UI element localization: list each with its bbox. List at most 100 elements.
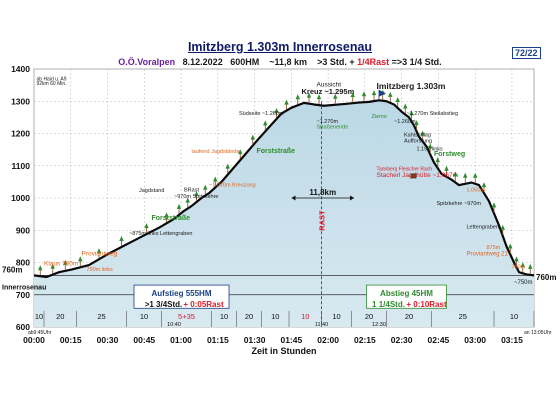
y-tick-label: 700 <box>16 290 30 300</box>
tree-crown-marker <box>463 172 468 178</box>
x-tick-label: 00:00 <box>23 335 45 345</box>
annotation-label: Südseite ~1.260m <box>239 111 284 117</box>
descent-box <box>366 284 447 309</box>
tree-crown-marker <box>508 243 513 249</box>
subtitle-distance: ~11,8 km <box>269 57 308 67</box>
ascent-box <box>133 284 230 309</box>
hut-icon <box>410 173 417 179</box>
tree-crown-marker <box>225 163 230 169</box>
annotation-label: Lettengraben <box>467 225 499 231</box>
tree-crown-marker <box>144 223 149 229</box>
tree-crown-marker <box>50 263 55 269</box>
tree-crown-marker <box>63 259 68 265</box>
segment-duration-label: 20 <box>365 312 373 321</box>
tree-crown-marker <box>444 165 449 171</box>
tree-crown-marker <box>435 157 440 163</box>
x-tick-label: 01:30 <box>244 335 266 345</box>
tree-crown-marker <box>473 172 478 178</box>
chart-title: Imitzberg 1.303m Innerrosenau <box>187 40 373 54</box>
segment-duration-label: 10 <box>271 312 279 321</box>
segment-duration-label: 10 <box>35 312 43 321</box>
tree-crown-marker <box>295 94 300 100</box>
x-tick-label: 01:00 <box>170 335 192 345</box>
segment-duration-label: 10 <box>332 312 340 321</box>
tree-crown-marker <box>371 90 377 96</box>
elevation-profile-line <box>33 99 535 279</box>
x-axis-label: Zeit in Stunden <box>252 346 317 356</box>
clock-time-label: 12:30 <box>372 322 386 328</box>
annotation-label: Straßenende <box>317 125 349 131</box>
tree-crown-marker <box>333 93 338 99</box>
annotation-label: ~750m <box>514 280 533 286</box>
y-tick-label: 1200 <box>11 129 30 139</box>
distance-label: 11,8km <box>309 188 336 197</box>
x-tick-label: 00:15 <box>60 335 82 345</box>
annotation-label: Imitzberg 1.303m <box>377 81 446 91</box>
tree-crown-marker <box>38 265 43 271</box>
annotation-label: laufend Jagdstände <box>192 149 240 155</box>
tree-crown-marker <box>514 256 519 262</box>
tree-crown-marker <box>274 107 279 113</box>
tree-crown-marker <box>388 91 393 97</box>
x-tick-label: 00:45 <box>133 335 155 345</box>
x-tick-label: 01:15 <box>207 335 229 345</box>
depart-time-label: ab9:45Uhr <box>28 330 52 336</box>
segment-duration-label: 10 <box>140 312 148 321</box>
start-place-label: Innerrosenau <box>2 284 46 291</box>
tree-crown-marker <box>453 171 458 177</box>
annotation-label: Kreuz ~1.295m <box>302 87 355 96</box>
y-tick-label: 1300 <box>11 96 30 106</box>
tree-crown-marker <box>119 236 124 242</box>
descent-title: Abstieg 45HM <box>380 289 433 298</box>
tree-crown-marker <box>96 248 102 254</box>
tree-crown-marker <box>528 263 533 269</box>
ascent-rast: + 0:05Rast <box>183 300 224 309</box>
annotation-label: Forststraße <box>152 215 191 222</box>
tree-crown-marker <box>481 182 487 188</box>
x-tick-label: 02:00 <box>317 335 339 345</box>
annotation-label: Proviantweg 21 <box>467 251 509 257</box>
x-tick-label: 03:15 <box>501 335 523 345</box>
x-tick-label: 02:45 <box>428 335 450 345</box>
annotation-label: BRast <box>184 188 199 194</box>
tree-crown-marker <box>491 202 497 208</box>
x-tick-label: 02:15 <box>354 335 376 345</box>
annotation-label: 1.050m <box>467 188 486 194</box>
annotation-label: 780m <box>512 264 526 270</box>
y-tick-label: 1100 <box>12 161 31 171</box>
annotation-label: ~875m links Lettengraben <box>129 231 192 237</box>
tree-crown-marker <box>420 130 425 136</box>
tree-crown-marker <box>284 99 289 105</box>
annotation-label: Tannberg Fleischer Rach <box>377 167 433 173</box>
segment-duration-label: 10 <box>301 312 309 321</box>
annotation-label: 1.190 links <box>417 146 444 152</box>
tree-crown-marker <box>263 120 268 126</box>
y-tick-label: 900 <box>16 225 30 235</box>
annotation-label: ~1.270m Steilabstieg <box>407 111 459 117</box>
annotation-label: Forstweg <box>434 151 465 158</box>
chart-subtitle: O.Ö.Voralpen 8.12.2022 600HM ~11,8 km >3… <box>0 57 560 67</box>
tree-crown-marker <box>428 143 433 149</box>
summit-flag-icon <box>378 89 386 101</box>
tree-crown-marker <box>520 262 525 268</box>
segment-duration-label: 20 <box>245 312 253 321</box>
tree-crown-marker <box>78 256 83 262</box>
y-tick-label: 1400 <box>11 64 30 74</box>
segment-duration-label: 10 <box>220 312 228 321</box>
annotation-label: Klaus 780m <box>44 261 78 268</box>
start-elevation-label: 760m <box>2 265 22 274</box>
segment-duration-label: 20 <box>405 312 413 321</box>
subtitle-date: 8.12.2022 <box>182 57 223 67</box>
subtitle-total: =>3 1/4 Std. <box>391 57 442 67</box>
y-tick-label: 1000 <box>11 193 30 203</box>
x-tick-label: 03:00 <box>464 335 486 345</box>
tree-crown-marker <box>213 176 218 182</box>
y-tick-label: 600 <box>16 322 30 332</box>
annotation-label: Aufforstung <box>404 139 432 145</box>
annotation-label: ~1.260m <box>394 119 416 125</box>
tree-crown-marker <box>306 92 312 98</box>
annotation-label: Kahlschlag <box>404 133 431 139</box>
annotation-label: Spitzkehre ~970m <box>437 201 482 207</box>
page-badge: 72/22 <box>512 47 541 59</box>
